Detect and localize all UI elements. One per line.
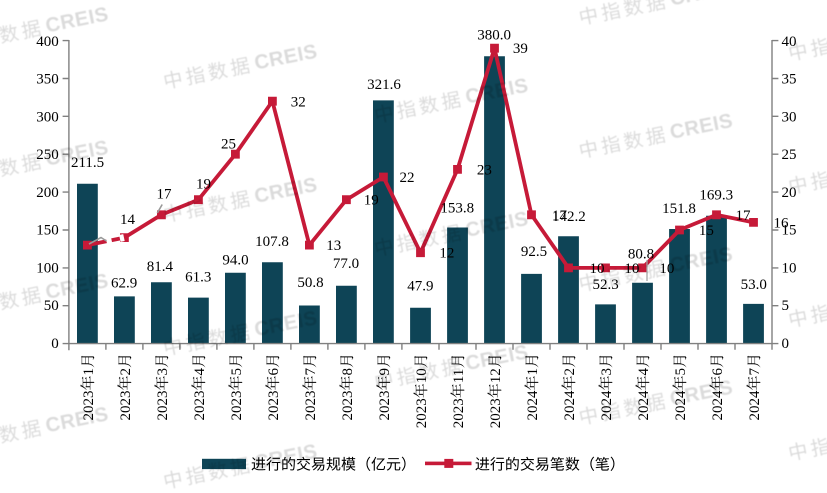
svg-text:10: 10 bbox=[590, 261, 605, 277]
svg-text:92.5: 92.5 bbox=[521, 244, 547, 260]
svg-text:151.8: 151.8 bbox=[662, 201, 696, 217]
svg-text:61.3: 61.3 bbox=[185, 270, 211, 286]
svg-text:17: 17 bbox=[736, 208, 752, 224]
svg-text:81.4: 81.4 bbox=[147, 259, 174, 275]
svg-text:25: 25 bbox=[221, 137, 236, 153]
svg-text:2024: 2024 bbox=[747, 390, 763, 421]
svg-text:2023: 2023 bbox=[118, 391, 134, 421]
svg-text:20: 20 bbox=[782, 185, 797, 201]
svg-text:2023: 2023 bbox=[155, 391, 171, 421]
svg-text:10: 10 bbox=[414, 368, 430, 383]
svg-text:2023: 2023 bbox=[229, 391, 245, 421]
svg-text:1: 1 bbox=[81, 368, 97, 376]
svg-text:2023: 2023 bbox=[377, 391, 393, 421]
svg-text:62.9: 62.9 bbox=[111, 275, 137, 291]
svg-text:0: 0 bbox=[782, 336, 790, 352]
svg-text:300: 300 bbox=[36, 109, 59, 125]
svg-text:25: 25 bbox=[782, 147, 797, 163]
svg-text:32: 32 bbox=[291, 95, 306, 111]
svg-text:142.2: 142.2 bbox=[552, 209, 586, 225]
svg-text:6: 6 bbox=[266, 368, 282, 376]
svg-text:2023: 2023 bbox=[414, 398, 430, 428]
svg-text:16: 16 bbox=[774, 215, 790, 231]
svg-text:52.3: 52.3 bbox=[592, 277, 618, 293]
svg-text:12: 12 bbox=[488, 368, 504, 383]
svg-text:4: 4 bbox=[636, 368, 652, 376]
svg-text:77.0: 77.0 bbox=[333, 256, 359, 272]
svg-text:2023: 2023 bbox=[192, 391, 208, 421]
svg-text:12: 12 bbox=[439, 245, 454, 261]
svg-text:8: 8 bbox=[340, 368, 356, 376]
svg-text:53.0: 53.0 bbox=[741, 277, 767, 293]
svg-text:50.8: 50.8 bbox=[297, 275, 323, 291]
svg-text:10: 10 bbox=[782, 260, 797, 276]
svg-text:400: 400 bbox=[36, 34, 59, 50]
svg-text:321.6: 321.6 bbox=[367, 77, 401, 93]
svg-text:39: 39 bbox=[513, 41, 528, 57]
svg-text:7: 7 bbox=[303, 368, 319, 376]
svg-text:40: 40 bbox=[782, 34, 797, 50]
svg-text:30: 30 bbox=[782, 109, 797, 125]
svg-text:23: 23 bbox=[477, 162, 492, 178]
svg-text:15: 15 bbox=[699, 223, 714, 239]
svg-text:2024: 2024 bbox=[599, 390, 615, 421]
svg-text:7: 7 bbox=[747, 368, 763, 376]
svg-text:2023: 2023 bbox=[451, 398, 467, 428]
svg-text:380.0: 380.0 bbox=[477, 28, 511, 44]
svg-text:100: 100 bbox=[36, 260, 59, 276]
svg-text:4: 4 bbox=[192, 368, 208, 376]
svg-text:2024: 2024 bbox=[525, 390, 541, 421]
svg-text:19: 19 bbox=[364, 193, 379, 209]
svg-text:3: 3 bbox=[599, 368, 615, 376]
svg-text:1: 1 bbox=[525, 368, 541, 376]
svg-text:2023: 2023 bbox=[303, 391, 319, 421]
svg-text:11: 11 bbox=[451, 369, 467, 383]
svg-text:9: 9 bbox=[377, 368, 393, 376]
svg-text:13: 13 bbox=[326, 238, 341, 254]
svg-text:94.0: 94.0 bbox=[222, 252, 248, 268]
svg-text:3: 3 bbox=[155, 368, 171, 376]
svg-text:17: 17 bbox=[552, 208, 568, 224]
svg-text:107.8: 107.8 bbox=[255, 234, 289, 250]
svg-text:2024: 2024 bbox=[562, 390, 578, 421]
svg-text:169.3: 169.3 bbox=[699, 188, 733, 204]
svg-text:2023: 2023 bbox=[266, 391, 282, 421]
svg-text:0: 0 bbox=[51, 336, 59, 352]
svg-text:80.8: 80.8 bbox=[628, 247, 654, 263]
svg-text:5: 5 bbox=[782, 298, 790, 314]
svg-text:200: 200 bbox=[36, 185, 59, 201]
svg-text:15: 15 bbox=[782, 223, 797, 239]
svg-text:19: 19 bbox=[196, 177, 211, 193]
svg-text:17: 17 bbox=[157, 186, 173, 202]
svg-text:47.9: 47.9 bbox=[407, 279, 433, 295]
svg-text:2: 2 bbox=[562, 368, 578, 376]
svg-text:2: 2 bbox=[118, 368, 134, 376]
svg-text:5: 5 bbox=[673, 368, 689, 376]
svg-text:14: 14 bbox=[120, 212, 136, 228]
svg-text:6: 6 bbox=[710, 368, 726, 376]
svg-text:2023: 2023 bbox=[488, 398, 504, 428]
svg-text:150: 150 bbox=[36, 223, 59, 239]
svg-text:350: 350 bbox=[36, 72, 59, 88]
svg-text:153.8: 153.8 bbox=[440, 200, 474, 216]
svg-text:5: 5 bbox=[229, 368, 245, 376]
svg-text:22: 22 bbox=[400, 170, 415, 186]
svg-text:2023: 2023 bbox=[340, 391, 356, 421]
svg-text:35: 35 bbox=[782, 72, 797, 88]
